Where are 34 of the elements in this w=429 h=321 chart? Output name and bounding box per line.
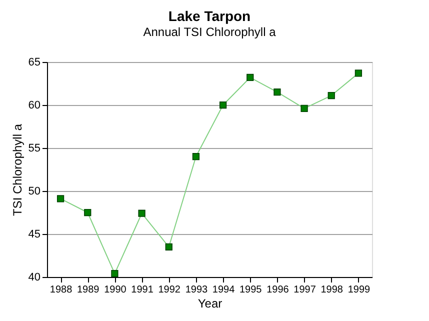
y-tick-label: 65 (28, 56, 40, 68)
point (246, 74, 254, 82)
y-tick-label: 55 (28, 142, 40, 154)
point (84, 208, 92, 216)
x-tick-label: 1995 (240, 284, 262, 296)
point (165, 243, 172, 250)
x-tick-label: 1998 (320, 284, 344, 296)
x-tick-label: 1994 (212, 284, 236, 296)
point (274, 88, 281, 96)
point (138, 210, 146, 217)
x-tick-label: 1999 (348, 284, 371, 296)
x-tick-label: 1992 (158, 284, 181, 296)
point (111, 270, 118, 278)
point (300, 104, 308, 112)
y-axis-title: TSI Chlorophyll a (10, 124, 24, 216)
x-tick-label: 1993 (185, 284, 208, 296)
x-tick-label: 1989 (77, 284, 100, 296)
y-tick-label: 60 (28, 100, 40, 112)
point (192, 153, 200, 160)
x-tick-label: 1996 (266, 284, 290, 296)
chart-title: Lake Tarpon (168, 8, 251, 24)
chart-subtitle: Annual TSI Chlorophyll a (143, 25, 276, 39)
point (328, 92, 335, 100)
point (219, 101, 227, 109)
point (56, 195, 64, 202)
x-tick-label: 1991 (131, 284, 154, 296)
point (354, 70, 362, 77)
x-tick-label: 1988 (50, 284, 73, 296)
x-tick-label: 1990 (104, 284, 127, 296)
x-axis-title: Year (198, 296, 222, 310)
y-tick-label: 45 (28, 228, 40, 240)
y-tick-label: 50 (28, 186, 40, 198)
x-tick-label: 1997 (294, 284, 316, 296)
y-tick-label: 40 (28, 272, 40, 284)
